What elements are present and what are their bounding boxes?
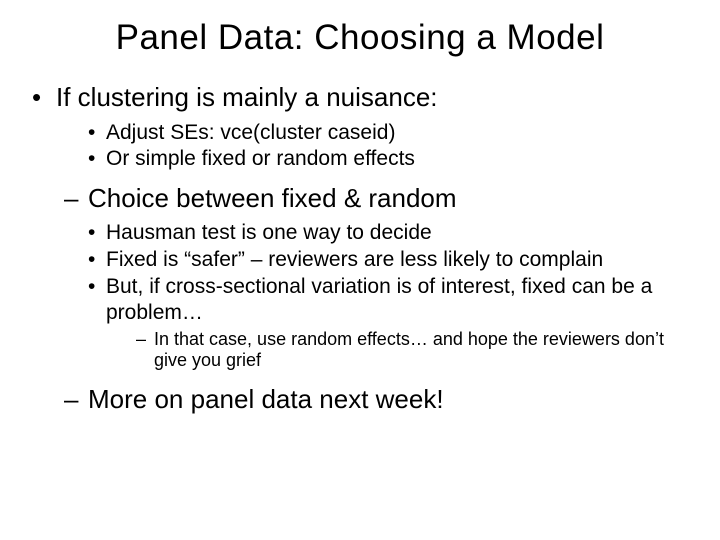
bullet-text: Adjust SEs: vce(cluster caseid)	[106, 121, 395, 145]
bullet-dash-level1: – Choice between fixed & random	[64, 183, 692, 214]
bullet-level2: • Or simple fixed or random effects	[88, 147, 692, 171]
bullet-level2: • But, if cross-sectional variation is o…	[88, 274, 692, 324]
disc-bullet-icon: •	[88, 121, 106, 145]
bullet-level2: • Hausman test is one way to decide	[88, 220, 692, 245]
disc-bullet-icon: •	[88, 220, 106, 245]
disc-bullet-icon: •	[32, 82, 56, 113]
dash-bullet-icon: –	[136, 329, 154, 372]
bullet-level1: • If clustering is mainly a nuisance:	[32, 82, 692, 113]
dash-bullet-icon: –	[64, 384, 88, 415]
disc-bullet-icon: •	[88, 247, 106, 272]
bullet-text: Choice between fixed & random	[88, 183, 457, 214]
bullet-text: But, if cross-sectional variation is of …	[106, 274, 692, 324]
bullet-text: Fixed is “safer” – reviewers are less li…	[106, 247, 603, 272]
bullet-text: Or simple fixed or random effects	[106, 147, 415, 171]
bullet-text: Hausman test is one way to decide	[106, 220, 432, 245]
dash-bullet-icon: –	[64, 183, 88, 214]
slide-title: Panel Data: Choosing a Model	[28, 18, 692, 58]
disc-bullet-icon: •	[88, 147, 106, 171]
bullet-dash-level2: – In that case, use random effects… and …	[136, 329, 692, 372]
bullet-level2: • Fixed is “safer” – reviewers are less …	[88, 247, 692, 272]
bullet-level2: • Adjust SEs: vce(cluster caseid)	[88, 121, 692, 145]
bullet-dash-level1: – More on panel data next week!	[64, 384, 692, 415]
bullet-text: If clustering is mainly a nuisance:	[56, 82, 438, 113]
bullet-text: In that case, use random effects… and ho…	[154, 329, 692, 372]
disc-bullet-icon: •	[88, 274, 106, 324]
bullet-text: More on panel data next week!	[88, 384, 444, 415]
